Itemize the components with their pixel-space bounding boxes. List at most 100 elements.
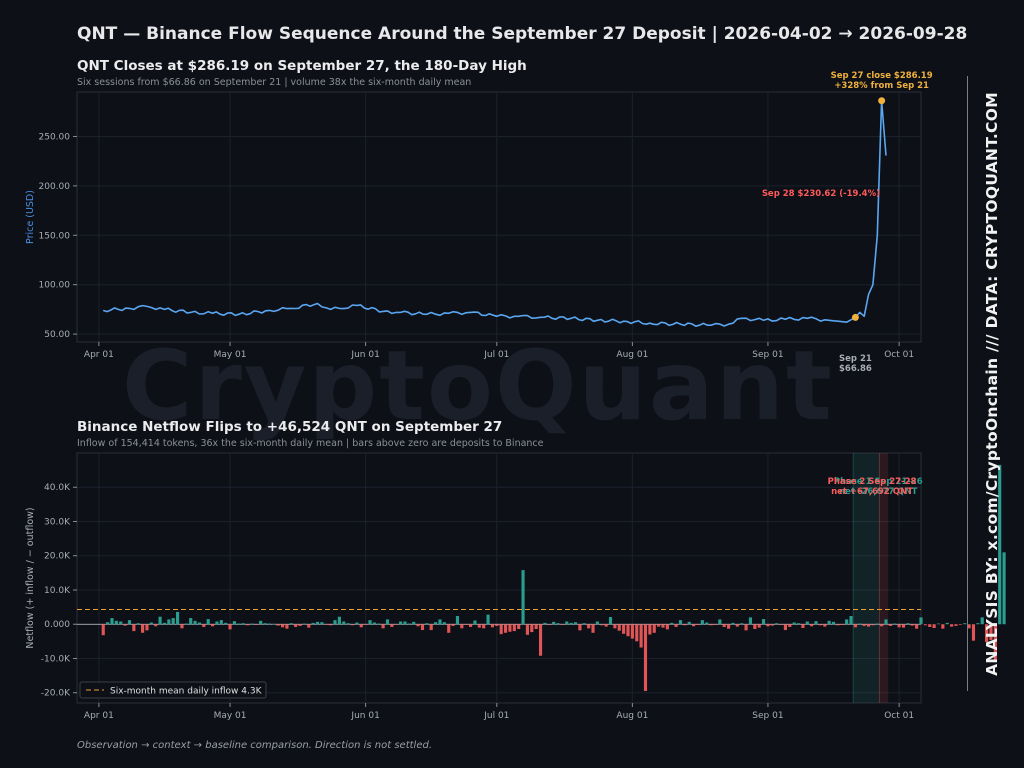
netflow-bar: [630, 624, 634, 639]
netflow-bar: [591, 624, 595, 633]
netflow-bar: [989, 624, 993, 640]
netflow-bar: [928, 624, 932, 627]
price-ytick-label: 200.00: [39, 182, 71, 192]
footer-note: Observation → context → baseline compari…: [77, 740, 432, 751]
netflow-bar: [403, 621, 407, 625]
netflow-chart-subtitle: Inflow of 154,414 tokens, 36x the six-mo…: [77, 438, 544, 449]
netflow-bar: [364, 624, 368, 625]
netflow-bar: [766, 624, 770, 627]
price-xtick-label: Sep 01: [752, 350, 783, 360]
netflow-bar: [342, 621, 346, 625]
netflow-bar: [254, 624, 258, 625]
netflow-bar: [368, 620, 372, 625]
netflow-bar: [285, 624, 289, 629]
netflow-bar: [757, 624, 761, 628]
netflow-bar: [727, 624, 731, 629]
netflow-bar: [412, 621, 416, 625]
netflow-bar: [377, 623, 381, 625]
netflow-bar: [665, 624, 669, 630]
netflow-bar: [700, 620, 704, 625]
netflow-bar: [936, 623, 941, 625]
netflow-bar: [206, 619, 210, 625]
netflow-bar: [866, 624, 871, 627]
phase-span-2: [879, 453, 889, 703]
netflow-bar: [407, 623, 411, 625]
netflow-bar: [858, 623, 862, 625]
netflow-bar: [661, 624, 665, 628]
netflow-ytick-label: 0.000: [44, 620, 70, 630]
netflow-bar: [950, 624, 954, 627]
netflow-bar: [525, 624, 529, 635]
side-divider: [967, 76, 968, 691]
netflow-bar: [184, 623, 188, 625]
netflow-bar: [149, 622, 153, 625]
netflow-bar: [399, 621, 403, 625]
price-chart-subtitle: Six sessions from $66.86 on September 21…: [77, 77, 472, 88]
netflow-bar: [963, 623, 967, 625]
netflow-bar: [587, 624, 591, 629]
netflow-bar: [127, 620, 132, 625]
netflow-bar: [796, 623, 801, 625]
netflow-bar: [871, 624, 875, 626]
netflow-bar: [971, 624, 976, 641]
netflow-bar: [106, 622, 110, 625]
netflow-bar: [289, 623, 293, 625]
netflow-bar: [731, 622, 735, 625]
netflow-xtick-label: Aug 01: [616, 711, 648, 721]
netflow-bar: [460, 624, 464, 629]
netflow-bar: [884, 619, 888, 625]
price-xtick-label: Apr 01: [84, 350, 114, 360]
netflow-bar: [438, 619, 442, 625]
netflow-xtick-label: Apr 01: [84, 711, 114, 721]
netflow-bar: [617, 624, 621, 631]
price-frame: [76, 91, 922, 343]
netflow-bar: [993, 624, 997, 662]
netflow-bar: [189, 618, 193, 625]
netflow-bar: [639, 624, 643, 648]
netflow-bar: [906, 623, 910, 625]
netflow-ylabel: Netflow (+ inflow / − outflow): [25, 507, 36, 648]
netflow-bar: [897, 624, 901, 628]
netflow-bar: [350, 624, 355, 626]
price-xtick-label: May 01: [214, 350, 247, 360]
netflow-bar: [346, 623, 350, 625]
netflow-bar: [565, 621, 569, 625]
netflow-bar: [635, 624, 639, 642]
price-ylabel: Price (USD): [25, 190, 36, 244]
netflow-bar: [888, 624, 892, 626]
netflow-bar: [272, 623, 276, 625]
netflow-bar: [215, 621, 219, 625]
netflow-bar: [141, 624, 145, 633]
netflow-bar: [372, 622, 376, 625]
price-xtick-label: Aug 01: [616, 350, 648, 360]
netflow-bar: [595, 621, 599, 625]
netflow-bar: [237, 623, 241, 625]
price-ytick-label: 150.00: [39, 231, 71, 241]
netflow-bar: [945, 622, 949, 625]
netflow-bar: [136, 623, 140, 625]
phase1-net: net -26,677 QNT: [839, 487, 917, 497]
netflow-bar: [954, 624, 958, 626]
netflow-bar: [434, 622, 438, 625]
netflow-bar: [123, 624, 127, 626]
netflow-bar: [810, 624, 814, 627]
netflow-bar: [390, 624, 394, 627]
netflow-bar: [508, 624, 512, 632]
netflow-bar: [643, 624, 648, 692]
netflow-bar: [224, 622, 228, 625]
netflow-frame: [76, 452, 922, 704]
page-title: QNT — Binance Flow Sequence Around the S…: [77, 24, 968, 44]
netflow-bar: [154, 624, 158, 627]
netflow-bar: [324, 624, 328, 625]
peak-point: [878, 97, 886, 105]
netflow-bar: [770, 624, 774, 626]
phase2-net: net +67,692 QNT: [831, 487, 913, 497]
netflow-bar: [709, 624, 713, 626]
netflow-bar: [490, 624, 495, 628]
netflow-bar: [241, 623, 245, 625]
netflow-bar: [893, 623, 897, 625]
netflow-xtick-label: Jul 01: [483, 711, 509, 721]
netflow-bar: [648, 624, 652, 635]
netflow-bar: [245, 624, 250, 626]
